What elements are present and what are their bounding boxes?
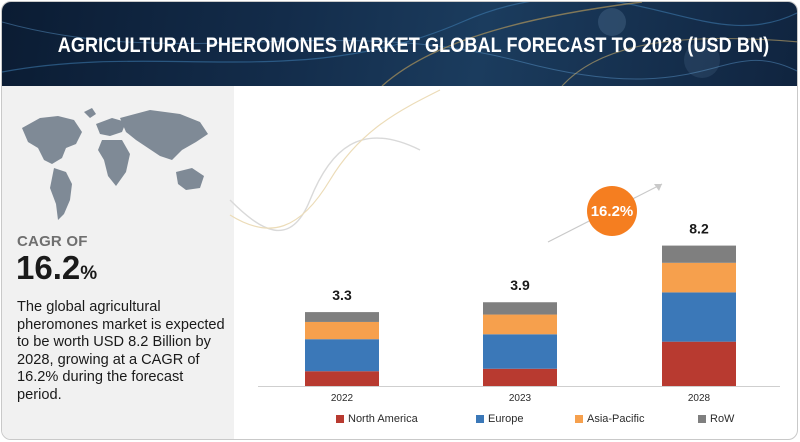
bar-segment-europe-2028: [662, 292, 736, 342]
legend-item-asia-pacific: Asia-Pacific: [575, 413, 644, 425]
bar-segment-north-america-2028: [662, 341, 736, 386]
total-label-2028: 8.2: [689, 221, 709, 237]
legend-label: RoW: [710, 413, 735, 425]
decorative-curve-gold: [229, 89, 441, 229]
legend-swatch: [336, 415, 344, 423]
bar-segment-europe-2022: [305, 339, 379, 372]
legend-item-row: RoW: [698, 413, 734, 425]
cagr-percent-sign: %: [80, 263, 98, 284]
growth-badge: [587, 186, 637, 236]
legend-item-europe: Europe: [476, 413, 523, 425]
legend-item-north-america: North America: [336, 413, 418, 425]
legend-swatch: [698, 415, 706, 423]
legend-swatch: [575, 415, 583, 423]
growth-arrow-head: [654, 184, 662, 191]
totals-layer: 3.3 3.9 8.2: [332, 221, 709, 304]
legend-swatch: [476, 415, 484, 423]
bar-segment-asia-pacific-2022: [305, 321, 379, 340]
bar-segment-north-america-2022: [305, 371, 379, 386]
total-label-2023: 3.9: [510, 277, 530, 293]
chart-title: AGRICULTURAL PHEROMONES MARKET GLOBAL FO…: [57, 34, 770, 57]
legend-label: North America: [348, 413, 418, 425]
header-banner: AGRICULTURAL PHEROMONES MARKET GLOBAL FO…: [2, 2, 797, 86]
cagr-number: 16.2: [16, 249, 81, 286]
cagr-value: 16.2%: [16, 249, 97, 287]
x-axis-tick-labels: 2022 2023 2028: [331, 393, 711, 404]
banner-light-streaks: [2, 2, 797, 86]
bar-segment-north-america-2023: [483, 368, 557, 386]
x-tick-label-2023: 2023: [509, 393, 532, 404]
growth-badge-text: 16.2%: [591, 203, 634, 220]
x-tick-label-2022: 2022: [331, 393, 354, 404]
x-tick-label-2028: 2028: [688, 393, 711, 404]
decorative-curve: [229, 137, 421, 232]
bar-segment-row-2023: [483, 302, 557, 315]
legend-label: Europe: [488, 413, 524, 425]
bar-segment-row-2028: [662, 245, 736, 263]
bars-layer: [305, 245, 736, 386]
bar-segment-asia-pacific-2028: [662, 262, 736, 293]
market-summary: The global agricultural pheromones marke…: [17, 299, 225, 403]
chart-legend: North America Europe Asia-Pacific RoW: [0, 413, 800, 429]
legend-label: Asia-Pacific: [587, 413, 645, 425]
bar-segment-asia-pacific-2023: [483, 314, 557, 335]
cagr-label: CAGR OF: [17, 233, 88, 250]
bar-segment-row-2022: [305, 312, 379, 322]
world-map-icon: [22, 108, 208, 220]
bar-segment-europe-2023: [483, 334, 557, 369]
total-label-2022: 3.3: [332, 287, 352, 303]
